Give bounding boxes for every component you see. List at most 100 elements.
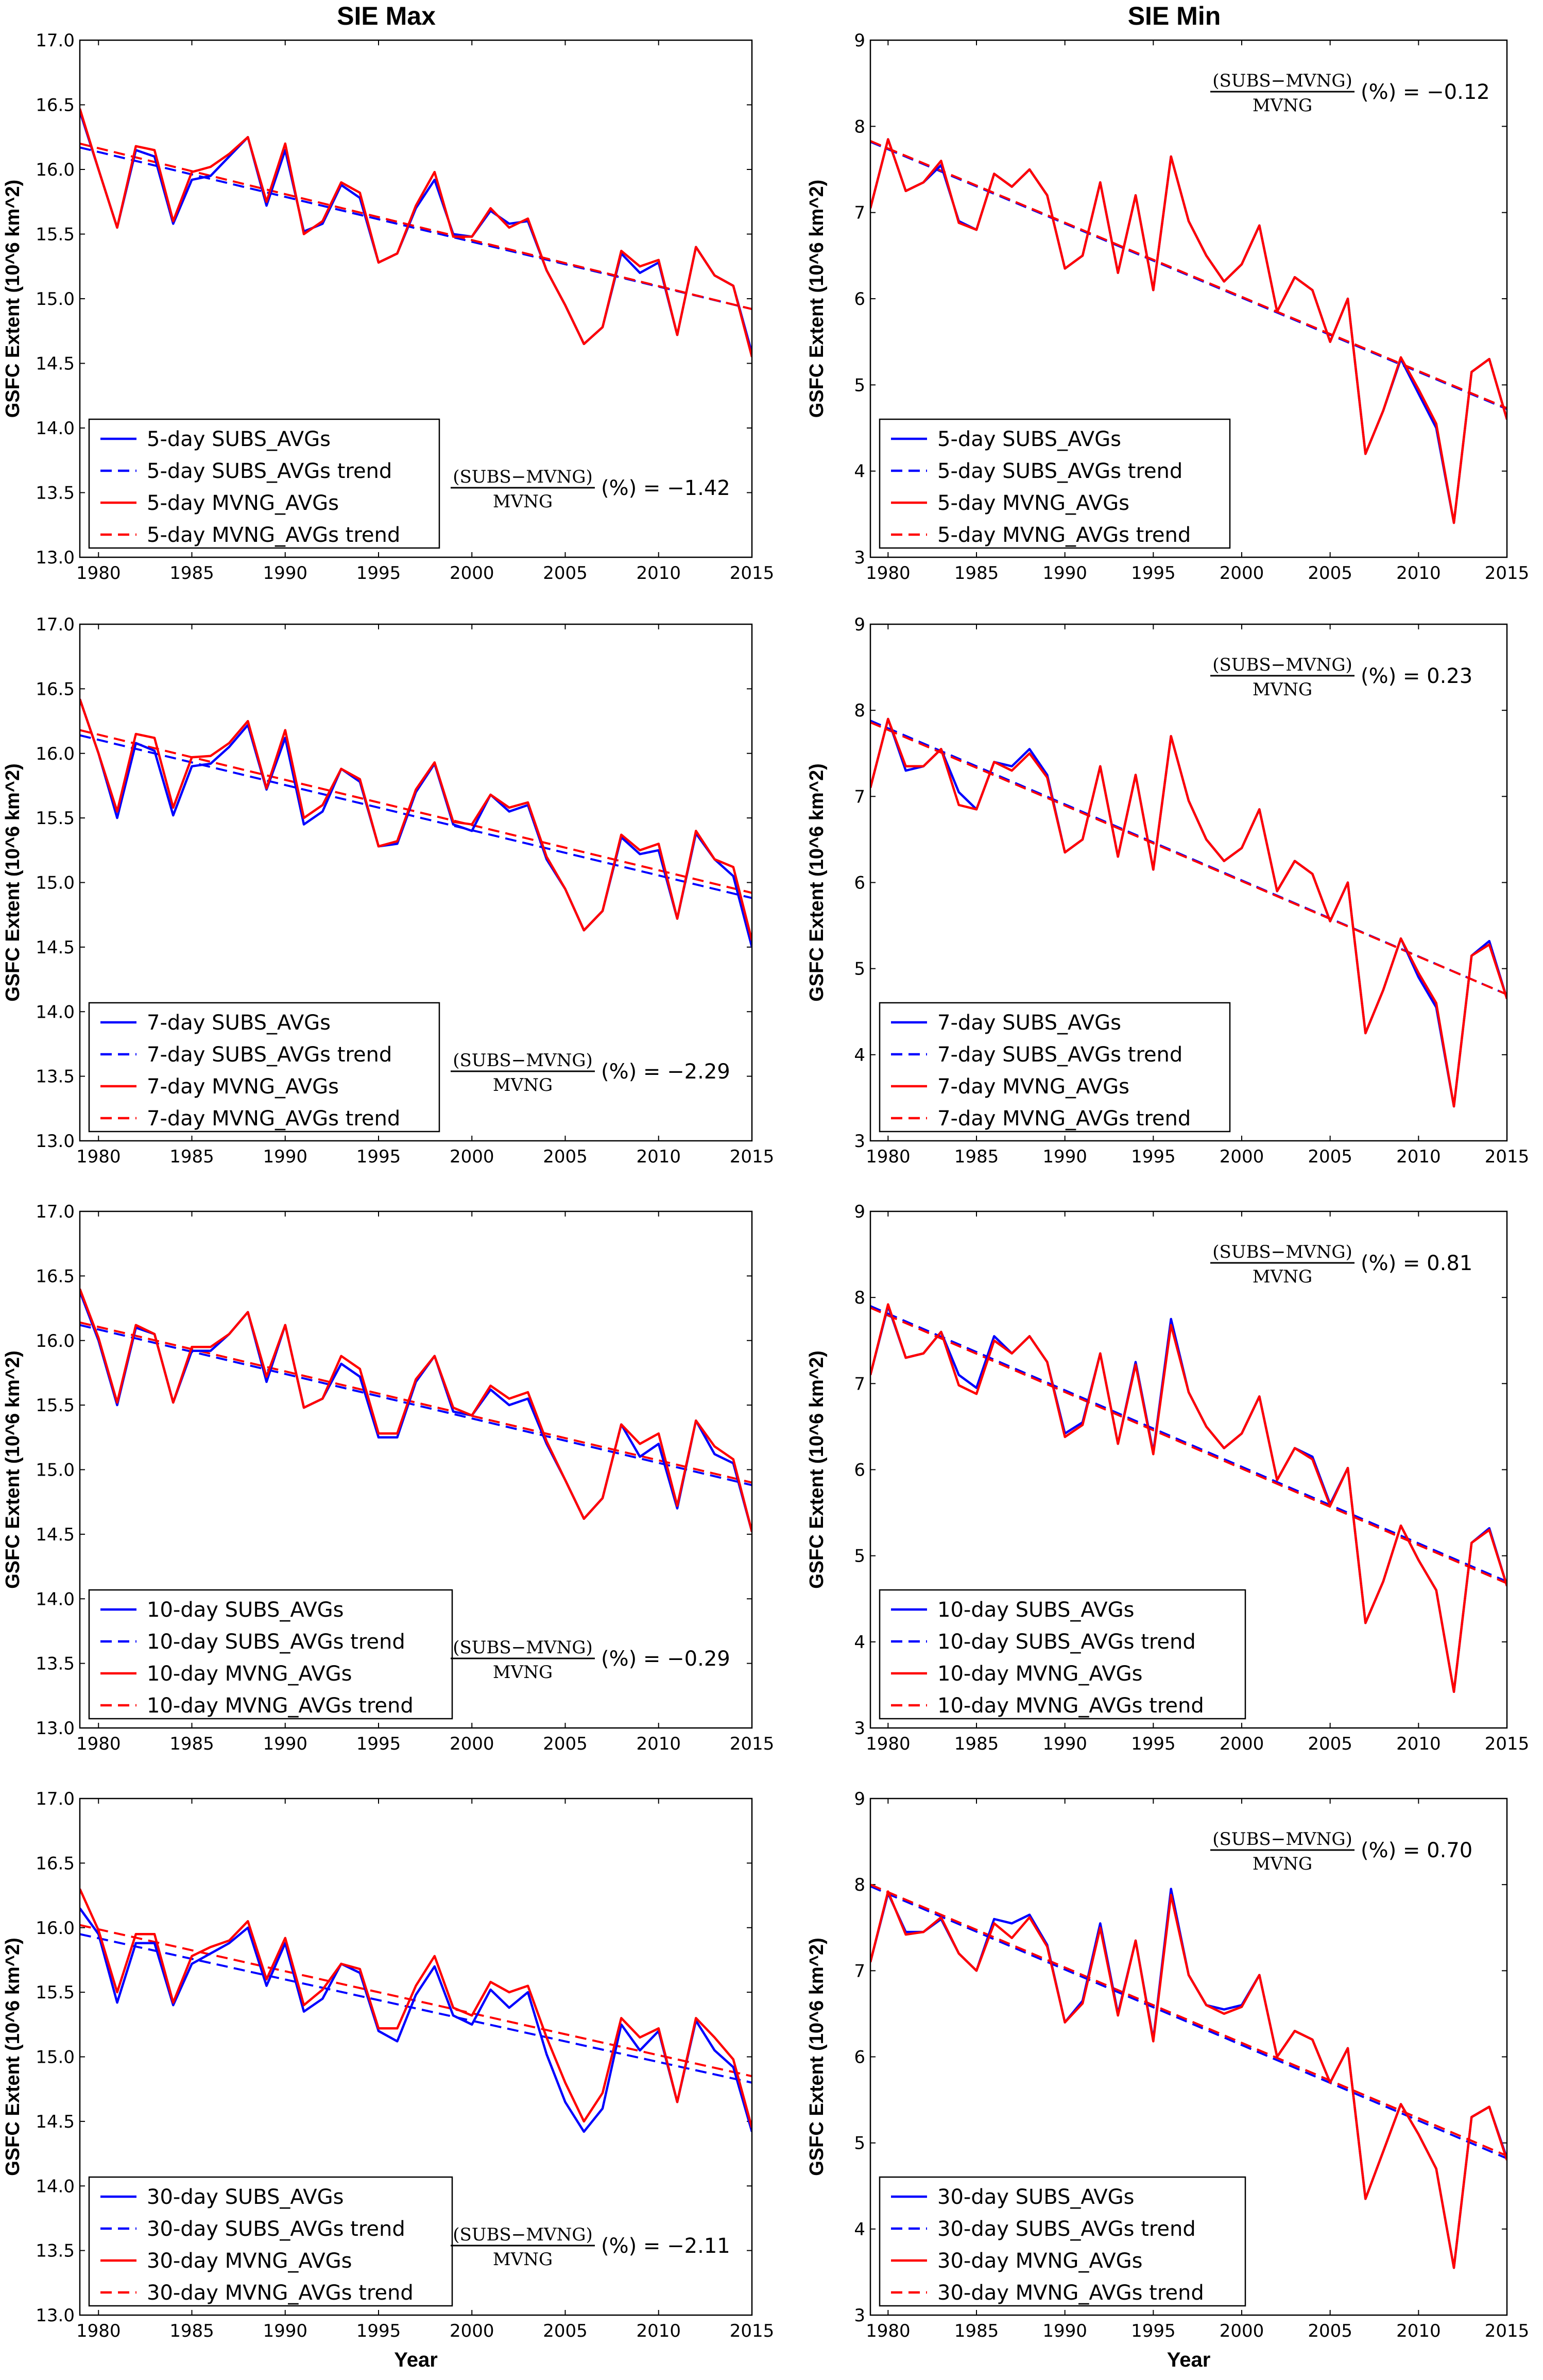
panel-5: 13.0 13.5 14.0 14.5 15.0 15.5 16.0 16.5 17.0 1980… — [2, 1202, 774, 1754]
right-column-title: SIE Min — [1128, 2, 1221, 30]
y-tick-label: 4 — [854, 461, 865, 482]
left-column-title: SIE Max — [337, 2, 436, 30]
x-tick-label: 2005 — [1308, 1146, 1352, 1167]
panel-1: 13.0 13.5 14.0 14.5 15.0 15.5 16.0 16.5 17.0 1980… — [2, 30, 774, 584]
y-tick-label: 17.0 — [36, 1789, 75, 1809]
trend-line-mvng — [870, 1884, 1507, 2157]
plot-frame — [79, 1210, 753, 1729]
annotation-value: (%) = −0.29 — [601, 1647, 730, 1671]
legend-box — [88, 2176, 453, 2307]
x-tick-label: 2000 — [450, 2321, 494, 2341]
legend-label: 10-day SUBS_AVGs — [937, 1598, 1134, 1622]
legend-label: 7-day SUBS_AVGs trend — [147, 1043, 392, 1067]
x-tick-label: 1980 — [76, 2321, 121, 2341]
trend-line-subs — [870, 1885, 1507, 2160]
plot-area — [80, 1288, 752, 1532]
y-tick-label: 17.0 — [36, 30, 75, 51]
annotation-denominator: MVNG — [493, 1662, 553, 1683]
x-tick-label: 1980 — [76, 563, 121, 584]
legend-label: 30-day SUBS_AVGs trend — [147, 2217, 405, 2241]
annotation-denominator: MVNG — [493, 1075, 553, 1095]
y-tick-label: 4 — [854, 1045, 865, 1066]
annotation-numerator: (SUBS−MVNG) — [453, 2224, 593, 2245]
plot-frame — [869, 623, 1508, 1142]
legend-box — [88, 418, 440, 549]
y-tick-label: 3 — [854, 1718, 865, 1739]
x-tick-label: 1985 — [169, 1734, 214, 1754]
y-tick-label: 17.0 — [36, 1202, 75, 1222]
trend-line-mvng — [80, 1321, 752, 1484]
y-tick-label: 4 — [854, 2219, 865, 2240]
y-tick-label: 13.0 — [36, 2305, 75, 2326]
legend-label: 5-day MVNG_AVGs — [147, 491, 339, 515]
plot-area — [870, 717, 1507, 1108]
y-tick-label: 13.0 — [36, 547, 75, 568]
x-tick-label: 2005 — [1308, 2321, 1352, 2341]
x-tick-label: 1985 — [954, 1734, 999, 1754]
legend-label: 7-day SUBS_AVGs trend — [937, 1043, 1182, 1067]
x-axis-label: Year — [1167, 2349, 1211, 2371]
y-tick-label: 13.5 — [36, 1654, 75, 1674]
trend-line-subs — [870, 720, 1507, 996]
annotation-numerator: (SUBS−MVNG) — [1212, 1242, 1352, 1262]
legend-label: 7-day MVNG_AVGs trend — [937, 1107, 1191, 1131]
y-tick-label: 15.5 — [36, 1982, 75, 2003]
x-tick-label: 1995 — [1131, 2321, 1176, 2341]
annotation-value: (%) = 0.23 — [1361, 664, 1472, 688]
y-axis-label: GSFC Extent (10^6 km^2) — [2, 763, 24, 1002]
y-tick-label: 3 — [854, 1131, 865, 1152]
x-tick-label: 2005 — [543, 563, 588, 584]
legend-label: 10-day MVNG_AVGs trend — [937, 1694, 1204, 1718]
series-line-mvng — [80, 108, 752, 357]
series-line-subs — [80, 698, 752, 948]
x-tick-label: 1980 — [76, 1146, 121, 1167]
x-tick-label: 2010 — [636, 563, 681, 584]
trend-line-mvng — [870, 140, 1507, 409]
legend-label: 10-day MVNG_AVGs trend — [147, 1694, 414, 1718]
annotation-value: (%) = −2.11 — [601, 2234, 730, 2258]
legend-label: 7-day MVNG_AVGs — [147, 1075, 339, 1099]
series-line-mvng — [870, 1890, 1507, 2269]
x-tick-label: 1990 — [263, 1146, 307, 1167]
plot-frame — [869, 1210, 1508, 1729]
y-tick-label: 15.5 — [36, 808, 75, 829]
y-tick-label: 14.0 — [36, 1002, 75, 1022]
y-tick-label: 3 — [854, 2305, 865, 2326]
legend-label: 30-day MVNG_AVGs trend — [147, 2281, 414, 2305]
annotation-numerator: (SUBS−MVNG) — [453, 467, 593, 487]
legend-label: 7-day MVNG_AVGs — [937, 1075, 1129, 1099]
legend-label: 7-day MVNG_AVGs trend — [147, 1107, 400, 1131]
y-tick-label: 6 — [854, 1460, 865, 1481]
y-axis-label: GSFC Extent (10^6 km^2) — [806, 1938, 828, 2176]
x-tick-label: 2015 — [1485, 1734, 1530, 1754]
y-tick-label: 8 — [854, 116, 865, 137]
panel-7: 13.0 13.5 14.0 14.5 15.0 15.5 16.0 16.5 17.0 1980… — [2, 1789, 774, 2371]
x-tick-label: 2015 — [1485, 2321, 1530, 2341]
y-axis-label: GSFC Extent (10^6 km^2) — [2, 1938, 24, 2176]
x-tick-label: 1990 — [1042, 2321, 1087, 2341]
y-axis-label: GSFC Extent (10^6 km^2) — [806, 763, 828, 1002]
series-line-mvng — [870, 1303, 1507, 1693]
y-tick-label: 17.0 — [36, 614, 75, 635]
annotation-value: (%) = −0.12 — [1361, 80, 1490, 104]
y-tick-label: 5 — [854, 959, 865, 980]
x-tick-label: 2005 — [543, 1734, 588, 1754]
x-tick-label: 2005 — [1308, 1734, 1352, 1754]
series-line-mvng — [80, 1288, 752, 1532]
annotation-denominator: MVNG — [493, 491, 553, 512]
x-tick-label: 1985 — [954, 1146, 999, 1167]
plot-area — [870, 1884, 1507, 2269]
y-tick-label: 14.0 — [36, 2176, 75, 2197]
x-tick-label: 2005 — [543, 2321, 588, 2341]
trend-line-mvng — [80, 142, 752, 311]
annotation-numerator: (SUBS−MVNG) — [1212, 71, 1352, 91]
annotation-denominator: MVNG — [493, 2249, 553, 2270]
legend-label: 5-day SUBS_AVGs trend — [147, 459, 392, 483]
y-axis-label: GSFC Extent (10^6 km^2) — [806, 180, 828, 418]
y-tick-label: 6 — [854, 2047, 865, 2068]
annotation-value: (%) = −1.42 — [601, 476, 730, 500]
series-line-subs — [80, 1291, 752, 1532]
x-tick-label: 2015 — [730, 563, 775, 584]
x-tick-label: 2005 — [543, 1146, 588, 1167]
panels: 13.0 13.5 14.0 14.5 15.0 15.5 16.0 16.5 17.0 1980… — [2, 30, 1529, 2371]
